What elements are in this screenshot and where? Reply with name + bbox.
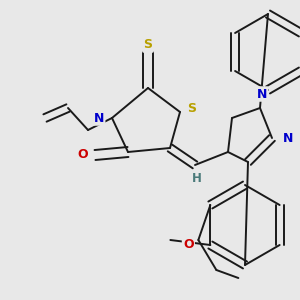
Text: O: O: [183, 238, 194, 251]
Text: N: N: [283, 131, 293, 145]
Text: N: N: [94, 112, 104, 124]
Text: S: S: [143, 38, 152, 52]
Text: H: H: [192, 172, 202, 185]
Text: N: N: [257, 88, 267, 100]
Text: S: S: [188, 103, 196, 116]
Text: O: O: [78, 148, 88, 161]
